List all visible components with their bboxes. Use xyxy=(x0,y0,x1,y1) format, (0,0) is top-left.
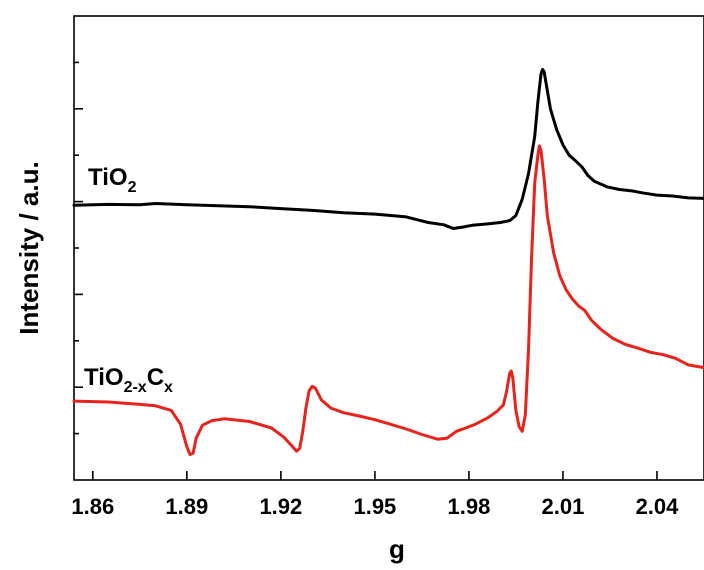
x-tick-label-0: 1.86 xyxy=(71,494,114,519)
x-tick-label-5: 2.01 xyxy=(542,494,585,519)
series-line-1 xyxy=(72,144,704,456)
x-tick-label-6: 2.04 xyxy=(636,494,680,519)
series-label-tio2-x-cx: TiO2-xCx xyxy=(84,364,173,396)
x-tick-label-3: 1.95 xyxy=(353,494,396,519)
x-tick-label-4: 1.98 xyxy=(448,494,491,519)
y-axis-ticks xyxy=(74,61,83,435)
series-label-tio2-x-cx-sub: 2-x xyxy=(124,379,147,396)
series-layer xyxy=(72,67,704,456)
series-label-tio2-x-cx-main: TiO xyxy=(84,364,124,391)
series-line-0 xyxy=(72,67,704,230)
series-label-tio2-main: TiO xyxy=(88,164,128,191)
series-label-tio2: TiO2 xyxy=(88,164,137,196)
y-axis-title: Intensity / a.u. xyxy=(14,161,44,334)
x-tick-label-1: 1.89 xyxy=(165,494,208,519)
x-axis-ticks: 1.86 1.89 1.92 1.95 1.98 2.01 2.04 xyxy=(71,471,679,519)
series-label-tio2-sub: 2 xyxy=(128,179,137,196)
x-tick-label-2: 1.92 xyxy=(259,494,302,519)
series-label-tio2-x-cx-sub2: x xyxy=(164,379,173,396)
series-label-tio2-x-cx-main2: C xyxy=(147,364,164,391)
x-axis-title: g xyxy=(389,534,405,564)
